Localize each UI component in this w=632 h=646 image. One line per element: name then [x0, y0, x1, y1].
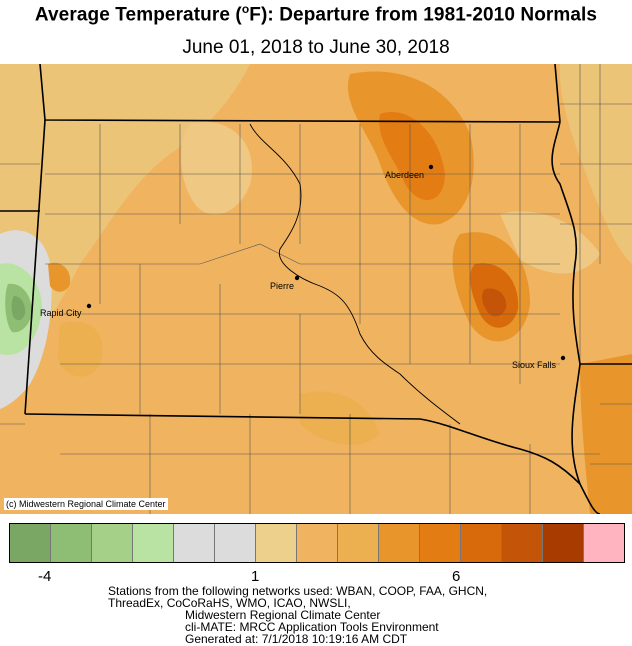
legend-swatch-3 — [92, 524, 133, 562]
shading-warm-core-aberdeen — [379, 112, 445, 201]
legend-swatch-9 — [338, 524, 379, 562]
title-main: Average Temperature ( — [34, 4, 242, 26]
legend-swatch-12 — [461, 524, 502, 562]
footer-generated: Generated at: 7/1/2018 10:19:16 AM CDT — [185, 632, 408, 646]
legend-swatch-7 — [256, 524, 297, 562]
state-boundaries — [0, 64, 632, 514]
ia-ne-border — [571, 363, 601, 514]
footer-networks-line2: ThreadEx, CoCoRaHS, WMO, ICAO, NWSLI, — [108, 596, 351, 610]
footer-climate-tool: cli-MATE: MRCC Application Tools Environ… — [185, 620, 439, 634]
city-rapid-city: Rapid City — [40, 303, 92, 318]
map-canvas: Aberdeen Pierre Rapid City Sioux Falls — [0, 64, 632, 514]
city-sioux-falls: Sioux Falls — [512, 355, 566, 370]
legend-tick-mid: 1 — [251, 568, 260, 585]
rapid-city-marker — [86, 303, 92, 309]
city-aberdeen: Aberdeen — [385, 164, 434, 180]
map-subtitle: June 01, 2018 to June 30, 2018 — [182, 37, 450, 58]
sd-ne-border — [24, 413, 581, 485]
shading-mid-southwest — [58, 321, 103, 377]
legend-swatch-10 — [379, 524, 420, 562]
shading-darker-southeast — [580, 354, 632, 514]
legend-swatch-15 — [584, 524, 624, 562]
footer-networks-line1: Stations from the following networks use… — [108, 584, 488, 598]
degree-symbol: o — [241, 2, 250, 16]
legend-tick-min: -4 — [38, 568, 52, 585]
legend-swatch-6 — [215, 524, 256, 562]
legend-swatch-1 — [10, 524, 51, 562]
sd-mn-ia-border — [551, 121, 632, 365]
color-legend — [9, 523, 625, 563]
shading-coolest-black-hills — [11, 296, 26, 321]
shading-warm-rapid-city — [48, 262, 71, 292]
city-pierre: Pierre — [270, 275, 300, 291]
legend-swatch-2 — [51, 524, 92, 562]
aberdeen-marker — [428, 164, 434, 170]
shading-hot-spot — [482, 288, 507, 317]
title-rest: F): Departure from 1981-2010 Normals — [249, 4, 598, 26]
nd-mn-border — [554, 64, 561, 123]
legend-swatch-4 — [133, 524, 174, 562]
legend-swatch-14 — [543, 524, 584, 562]
sioux-falls-label: Sioux Falls — [512, 360, 557, 370]
legend-swatch-8 — [297, 524, 338, 562]
legend-swatch-11 — [420, 524, 461, 562]
pierre-marker — [294, 275, 300, 281]
shading-light-southeast — [500, 211, 600, 274]
county-boundaries — [0, 64, 632, 514]
temperature-departure-map: Aberdeen Pierre Rapid City Sioux Falls (… — [0, 64, 632, 514]
legend-tick-max: 6 — [452, 568, 461, 585]
missouri-river — [249, 123, 461, 425]
legend-swatch-5 — [174, 524, 215, 562]
sioux-falls-marker — [560, 355, 566, 361]
footer-notes: Stations from the following networks use… — [0, 585, 632, 645]
map-credit: (c) Midwestern Regional Climate Center — [4, 498, 168, 510]
aberdeen-label: Aberdeen — [385, 170, 424, 180]
sd-wy-mt-border — [24, 119, 46, 415]
shading-light-central — [180, 122, 252, 215]
rapid-city-label: Rapid City — [40, 308, 82, 318]
map-title: Average Temperature (oF): Departure from… — [0, 2, 632, 26]
legend-swatch-13 — [502, 524, 543, 562]
footer-mrcc: Midwestern Regional Climate Center — [185, 608, 381, 622]
pierre-label: Pierre — [270, 281, 294, 291]
